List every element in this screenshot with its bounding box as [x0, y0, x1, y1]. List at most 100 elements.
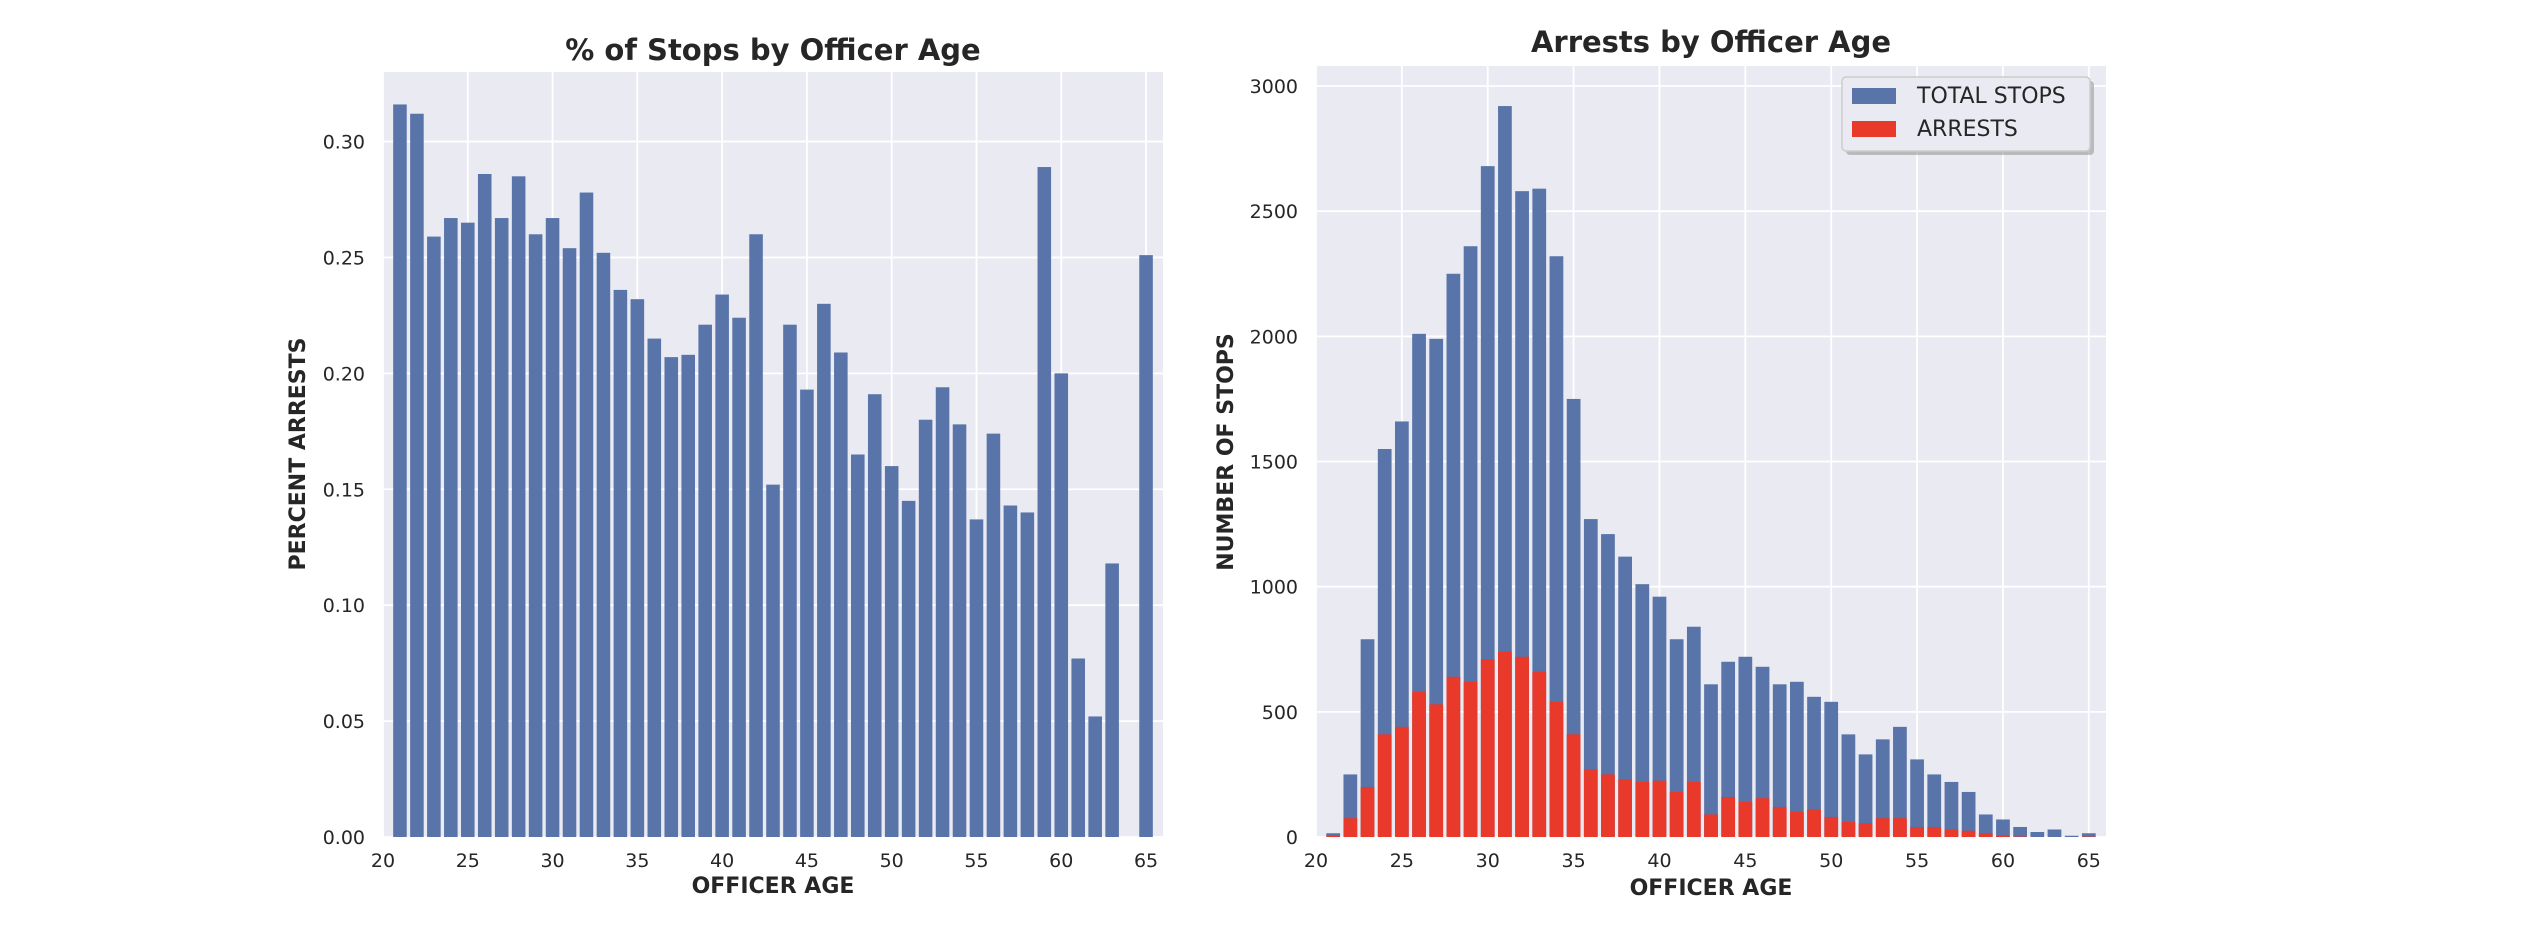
bar-total-stops-age-44 [1721, 661, 1736, 837]
bar-arrests-age-22 [1343, 818, 1358, 837]
bar-age-37 [664, 357, 679, 837]
bar-age-33 [596, 252, 611, 837]
x-tick-label: 65 [1134, 850, 1158, 872]
x-tick-label: 20 [371, 850, 395, 872]
bar-arrests-age-53 [1875, 818, 1890, 837]
bar-age-65 [1139, 255, 1153, 838]
bar-arrests-age-38 [1618, 779, 1632, 837]
bar-arrests-age-24 [1377, 734, 1392, 837]
bar-arrests-age-58 [1961, 830, 1976, 837]
bar-arrests-age-35 [1566, 734, 1581, 837]
y-tick-label: 0.25 [323, 247, 365, 269]
bar-age-41 [732, 317, 746, 837]
legend: TOTAL STOPS ARRESTS [1841, 76, 2094, 155]
x-tick-label: 60 [1991, 850, 2015, 872]
bar-age-36 [647, 338, 662, 837]
bar-arrests-age-44 [1721, 796, 1736, 837]
bar-arrests-age-61 [2013, 836, 2027, 837]
x-tick-label: 45 [1733, 850, 1757, 872]
bar-total-stops-age-34 [1549, 256, 1564, 837]
y-tick-label: 0.20 [323, 363, 365, 385]
legend-label-total-stops: TOTAL STOPS [1916, 84, 2066, 109]
bar-arrests-age-50 [1824, 816, 1839, 837]
x-tick-label: 25 [1390, 850, 1414, 872]
bar-total-stops-age-65 [2081, 833, 2096, 837]
bar-age-58 [1020, 512, 1035, 837]
x-tick-label: 20 [1304, 850, 1328, 872]
bar-total-stops-age-43 [1704, 684, 1718, 837]
chart-percent-arrests: 20 25 30 35 40 45 50 55 60 65 0.00 0.05 0.10 0.15 0.2… [286, 33, 1163, 899]
bar-age-52 [918, 419, 933, 837]
x-tick-label: 55 [1905, 850, 1929, 872]
bar-arrests-age-52 [1858, 823, 1873, 837]
bar-arrests-age-48 [1790, 811, 1804, 837]
bar-age-38 [681, 354, 695, 837]
y-tick-label: 0.30 [323, 132, 365, 154]
bar-age-56 [986, 433, 1001, 837]
y-tick-label: 0.15 [323, 479, 365, 501]
chart-arrests-by-age: 20 25 30 35 40 45 50 55 60 65 0 500 1000 1500 2000 250… [1214, 25, 2106, 901]
bar-arrests-age-32 [1515, 656, 1529, 837]
x-tick-label: 45 [795, 850, 819, 872]
bar-total-stops-age-46 [1755, 666, 1770, 837]
bar-age-55 [969, 519, 984, 837]
bar-arrests-age-25 [1395, 726, 1409, 837]
x-tick-label: 55 [964, 850, 988, 872]
bar-total-stops-age-58 [1961, 791, 1976, 837]
bar-age-46 [817, 303, 831, 837]
bar-arrests-age-57 [1944, 829, 1959, 837]
x-tick-labels: 20 25 30 35 40 45 50 55 60 65 [1304, 850, 2101, 872]
bar-arrests-age-41 [1669, 791, 1684, 837]
y-tick-label: 3000 [1250, 76, 1298, 98]
bar-arrests-age-36 [1583, 769, 1598, 837]
bar-arrests-age-31 [1498, 651, 1512, 837]
bar-age-53 [935, 387, 950, 837]
x-axis-label: OFFICER AGE [1630, 876, 1793, 901]
bar-total-stops-age-50 [1824, 701, 1839, 837]
bar-arrests-age-28 [1446, 676, 1461, 837]
bar-age-59 [1037, 167, 1052, 837]
bar-arrests-age-54 [1893, 818, 1907, 837]
x-tick-label: 50 [880, 850, 904, 872]
bar-total-stops-age-64 [2064, 835, 2079, 837]
x-tick-label: 65 [2077, 850, 2101, 872]
bar-age-22 [410, 113, 424, 837]
bar-total-stops-age-36 [1583, 519, 1598, 837]
bar-arrests-age-51 [1841, 821, 1856, 837]
bar-total-stops-age-59 [1978, 814, 1993, 837]
bar-arrests-age-55 [1910, 826, 1924, 837]
bar-age-40 [715, 294, 729, 838]
bar-age-54 [952, 424, 967, 837]
bar-total-stops-age-55 [1910, 759, 1924, 837]
x-tick-label: 40 [1647, 850, 1671, 872]
x-tick-label: 40 [710, 850, 734, 872]
x-tick-label: 50 [1819, 850, 1843, 872]
bar-age-29 [528, 234, 543, 838]
bar-age-31 [562, 248, 577, 837]
y-axis-label: NUMBER OF STOPS [1214, 333, 1239, 570]
legend-label-arrests: ARRESTS [1917, 117, 2018, 142]
x-tick-label: 30 [540, 850, 564, 872]
y-tick-label: 0.00 [323, 827, 365, 849]
bar-total-stops-age-45 [1738, 656, 1753, 837]
bar-arrests-age-43 [1704, 814, 1718, 837]
bar-age-57 [1003, 505, 1018, 837]
bar-age-47 [834, 352, 848, 837]
bar-total-stops-age-49 [1807, 696, 1821, 837]
y-tick-labels: 0.00 0.05 0.10 0.15 0.20 0.25 0.30 [323, 132, 365, 849]
bar-total-stops-age-61 [2013, 826, 2027, 837]
bar-total-stops-age-21 [1326, 833, 1341, 837]
y-tick-labels: 0 500 1000 1500 2000 2500 3000 [1250, 76, 1298, 849]
bar-total-stops-age-62 [2030, 831, 2045, 837]
y-tick-label: 0.10 [323, 595, 365, 617]
x-tick-label: 25 [456, 850, 480, 872]
legend-swatch-arrests [1852, 121, 1896, 137]
bar-total-stops-age-41 [1669, 639, 1684, 837]
bars [1326, 106, 2096, 838]
bar-total-stops-age-35 [1566, 398, 1581, 837]
bar-arrests-age-40 [1652, 780, 1667, 837]
chart-title: % of Stops by Officer Age [565, 33, 980, 67]
bar-total-stops-age-60 [1996, 819, 2010, 837]
bar-total-stops-age-56 [1927, 774, 1942, 837]
bar-arrests-age-39 [1635, 781, 1650, 837]
